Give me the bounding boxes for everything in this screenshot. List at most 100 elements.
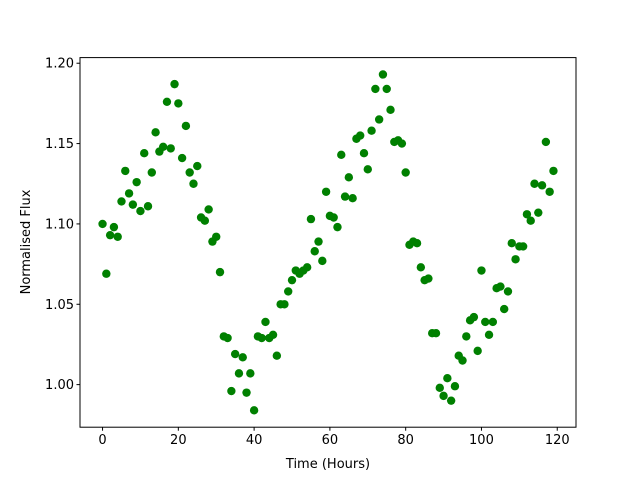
point <box>344 173 354 182</box>
point <box>348 194 357 203</box>
point <box>397 139 407 148</box>
x-tick-label: 120 <box>545 433 570 448</box>
point <box>121 166 130 176</box>
point <box>249 406 259 415</box>
point <box>261 317 270 327</box>
point <box>181 121 191 131</box>
point <box>227 386 236 396</box>
point <box>284 287 293 296</box>
point <box>337 150 346 160</box>
point <box>537 181 547 190</box>
point <box>257 333 266 343</box>
plot-frame <box>79 57 577 428</box>
point <box>484 330 494 339</box>
x-tick-label: 60 <box>322 433 339 448</box>
point <box>359 149 369 158</box>
point <box>416 263 426 272</box>
point <box>204 205 213 214</box>
point <box>113 232 122 241</box>
point <box>541 137 551 147</box>
point <box>412 239 422 248</box>
point <box>109 222 119 232</box>
point <box>439 391 448 401</box>
y-tick-label: 1.05 <box>45 298 74 313</box>
point <box>246 369 255 378</box>
point <box>340 192 350 201</box>
y-tick-label: 1.10 <box>45 217 74 232</box>
point <box>215 267 225 277</box>
point <box>132 177 141 187</box>
point <box>458 356 467 365</box>
point <box>507 239 516 248</box>
point <box>158 142 168 151</box>
point <box>287 275 297 285</box>
point <box>310 247 319 256</box>
point <box>314 237 323 246</box>
x-tick-label: 40 <box>246 433 263 448</box>
point <box>230 349 240 359</box>
point <box>477 266 486 275</box>
point <box>371 84 380 94</box>
point <box>128 200 138 209</box>
point <box>450 382 460 391</box>
point <box>363 165 372 174</box>
point <box>499 304 509 314</box>
point <box>280 300 289 309</box>
point <box>462 332 471 341</box>
point <box>333 222 342 232</box>
point <box>177 153 187 163</box>
point <box>382 84 391 94</box>
point <box>318 256 327 266</box>
point <box>435 383 444 393</box>
x-tick-label: 100 <box>469 433 494 448</box>
point <box>174 99 183 108</box>
y-tick-label: 1.00 <box>45 378 74 393</box>
y-axis-label: Normalised Flux <box>19 189 34 294</box>
point <box>522 210 532 219</box>
point <box>147 168 157 177</box>
point <box>302 263 312 272</box>
point <box>234 369 244 378</box>
point <box>530 179 539 188</box>
point <box>140 149 149 158</box>
point <box>446 396 456 405</box>
point <box>321 187 331 196</box>
point <box>374 115 384 124</box>
point <box>367 126 376 135</box>
point <box>102 269 111 278</box>
point <box>166 144 175 153</box>
point <box>306 214 316 224</box>
point <box>378 70 388 79</box>
point <box>170 79 179 89</box>
point <box>193 161 202 171</box>
point <box>223 333 232 343</box>
point <box>424 274 433 283</box>
point <box>143 202 153 211</box>
point <box>431 328 441 338</box>
point <box>511 255 520 264</box>
point <box>443 373 452 383</box>
point <box>136 206 145 216</box>
point <box>469 312 479 322</box>
point <box>242 388 251 397</box>
point <box>189 179 198 188</box>
point <box>496 282 505 291</box>
point <box>238 353 247 362</box>
point <box>272 351 282 360</box>
y-tick-label: 1.20 <box>45 57 74 72</box>
point <box>473 346 482 356</box>
point <box>151 128 160 137</box>
point <box>356 131 365 140</box>
point <box>117 197 126 206</box>
point <box>503 287 513 296</box>
x-axis-label: Time (Hours) <box>285 457 370 472</box>
point <box>488 317 498 327</box>
x-tick-label: 80 <box>397 433 414 448</box>
point <box>481 317 490 327</box>
point <box>98 219 107 229</box>
point <box>268 330 278 339</box>
x-tick-label: 20 <box>170 433 187 448</box>
point <box>124 189 134 198</box>
point <box>401 168 410 177</box>
